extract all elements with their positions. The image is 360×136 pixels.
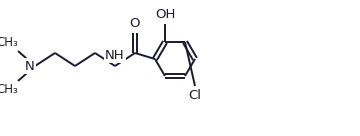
Text: NH: NH — [105, 49, 125, 62]
Text: CH₃: CH₃ — [0, 83, 18, 96]
Text: OH: OH — [155, 8, 175, 21]
Text: Cl: Cl — [189, 89, 202, 102]
Text: O: O — [130, 17, 140, 30]
Text: N: N — [25, 60, 35, 72]
Text: CH₃: CH₃ — [0, 36, 18, 49]
